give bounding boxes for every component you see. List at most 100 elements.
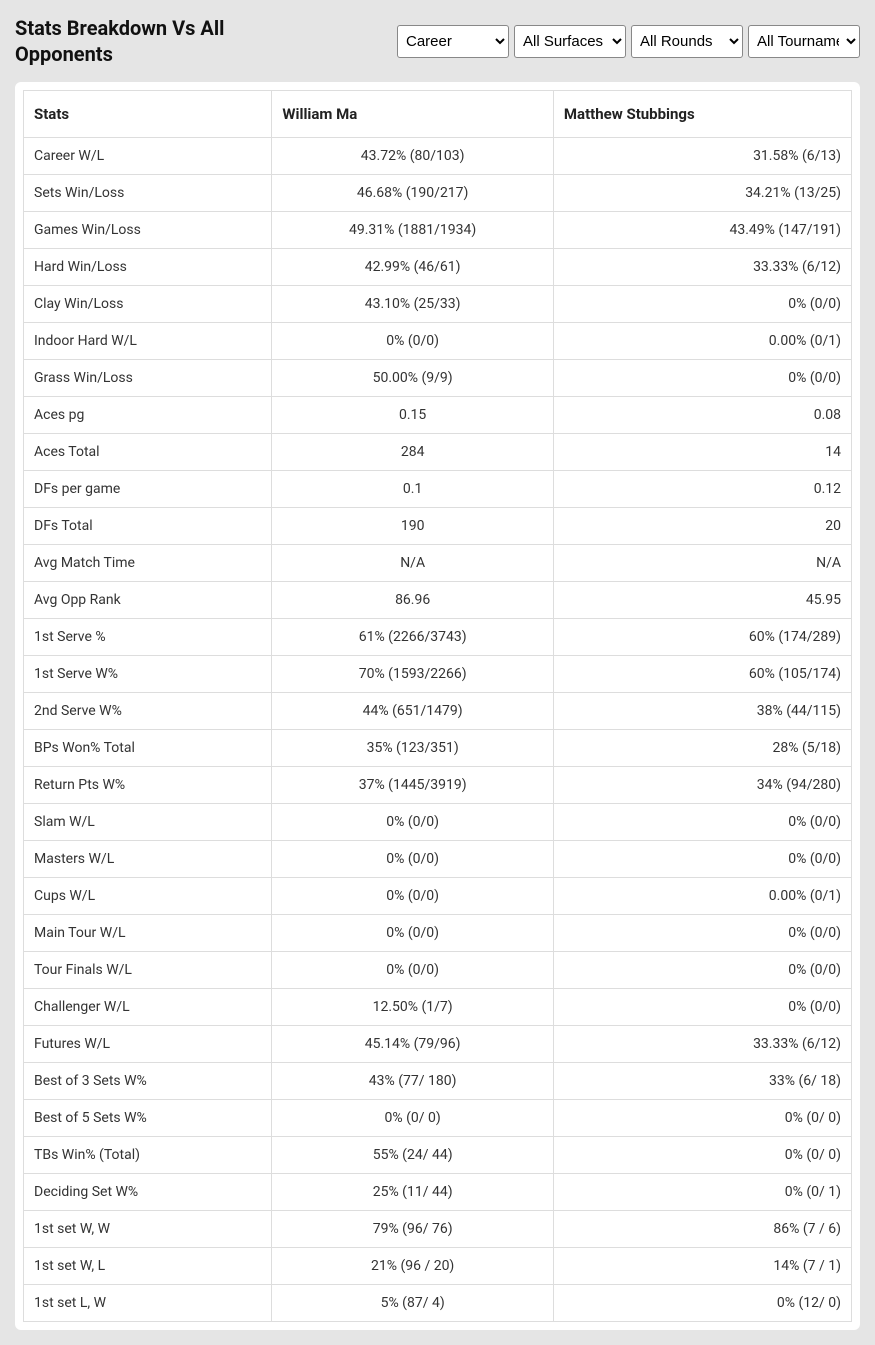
player2-value: 34% (94/280) — [553, 767, 851, 804]
stat-label: BPs Won% Total — [24, 730, 272, 767]
stat-label: Hard Win/Loss — [24, 249, 272, 286]
table-row: 1st Serve W%70% (1593/2266)60% (105/174) — [24, 656, 852, 693]
stat-label: Masters W/L — [24, 841, 272, 878]
filter-group: Career All Surfaces All Rounds All Tourn… — [397, 25, 860, 58]
table-row: 2nd Serve W%44% (651/1479)38% (44/115) — [24, 693, 852, 730]
stat-label: 1st set W, W — [24, 1211, 272, 1248]
surface-filter[interactable]: All Surfaces — [514, 25, 626, 58]
table-row: Main Tour W/L0% (0/0)0% (0/0) — [24, 915, 852, 952]
page-title: Stats Breakdown Vs All Opponents — [15, 15, 295, 67]
rounds-filter[interactable]: All Rounds — [631, 25, 743, 58]
table-row: 1st set W, W79% (96/ 76)86% (7 / 6) — [24, 1211, 852, 1248]
player2-value: 0% (0/0) — [553, 915, 851, 952]
stat-label: Avg Match Time — [24, 545, 272, 582]
table-row: Hard Win/Loss42.99% (46/61)33.33% (6/12) — [24, 249, 852, 286]
column-header-player1: William Ma — [272, 91, 554, 138]
player2-value: 0% (0/0) — [553, 286, 851, 323]
player1-value: 25% (11/ 44) — [272, 1174, 554, 1211]
stat-label: Sets Win/Loss — [24, 175, 272, 212]
player2-value: 86% (7 / 6) — [553, 1211, 851, 1248]
player2-value: 43.49% (147/191) — [553, 212, 851, 249]
table-row: Clay Win/Loss43.10% (25/33)0% (0/0) — [24, 286, 852, 323]
player1-value: 46.68% (190/217) — [272, 175, 554, 212]
player1-value: 0.15 — [272, 397, 554, 434]
table-row: Aces pg0.150.08 — [24, 397, 852, 434]
stat-label: Futures W/L — [24, 1026, 272, 1063]
player1-value: 284 — [272, 434, 554, 471]
table-row: Avg Opp Rank86.9645.95 — [24, 582, 852, 619]
player1-value: 37% (1445/3919) — [272, 767, 554, 804]
table-row: TBs Win% (Total)55% (24/ 44)0% (0/ 0) — [24, 1137, 852, 1174]
player1-value: 12.50% (1/7) — [272, 989, 554, 1026]
player2-value: 0% (0/0) — [553, 841, 851, 878]
player1-value: 0% (0/0) — [272, 841, 554, 878]
stat-label: Career W/L — [24, 138, 272, 175]
player2-value: 28% (5/18) — [553, 730, 851, 767]
player2-value: 0.00% (0/1) — [553, 878, 851, 915]
table-row: Tour Finals W/L0% (0/0)0% (0/0) — [24, 952, 852, 989]
tournaments-filter[interactable]: All Tournaments — [748, 25, 860, 58]
player1-value: 44% (651/1479) — [272, 693, 554, 730]
player2-value: 33.33% (6/12) — [553, 1026, 851, 1063]
player1-value: 0% (0/0) — [272, 878, 554, 915]
stat-label: Tour Finals W/L — [24, 952, 272, 989]
stat-label: Main Tour W/L — [24, 915, 272, 952]
table-row: Challenger W/L12.50% (1/7)0% (0/0) — [24, 989, 852, 1026]
stat-label: 2nd Serve W% — [24, 693, 272, 730]
table-row: Aces Total28414 — [24, 434, 852, 471]
table-row: DFs Total19020 — [24, 508, 852, 545]
player2-value: 14% (7 / 1) — [553, 1248, 851, 1285]
table-row: Games Win/Loss49.31% (1881/1934)43.49% (… — [24, 212, 852, 249]
stat-label: Slam W/L — [24, 804, 272, 841]
column-header-stats: Stats — [24, 91, 272, 138]
player2-value: 0.12 — [553, 471, 851, 508]
player1-value: 21% (96 / 20) — [272, 1248, 554, 1285]
table-row: Grass Win/Loss50.00% (9/9)0% (0/0) — [24, 360, 852, 397]
player1-value: 0% (0/ 0) — [272, 1100, 554, 1137]
table-row: 1st set W, L21% (96 / 20)14% (7 / 1) — [24, 1248, 852, 1285]
stat-label: Cups W/L — [24, 878, 272, 915]
player1-value: 5% (87/ 4) — [272, 1285, 554, 1322]
stats-table: Stats William Ma Matthew Stubbings Caree… — [23, 90, 852, 1322]
stat-label: 1st set L, W — [24, 1285, 272, 1322]
player2-value: N/A — [553, 545, 851, 582]
page-header: Stats Breakdown Vs All Opponents Career … — [0, 0, 875, 82]
period-filter[interactable]: Career — [397, 25, 509, 58]
player1-value: 43.10% (25/33) — [272, 286, 554, 323]
stat-label: 1st Serve W% — [24, 656, 272, 693]
player2-value: 0% (0/ 0) — [553, 1100, 851, 1137]
player2-value: 0% (12/ 0) — [553, 1285, 851, 1322]
table-row: Cups W/L0% (0/0)0.00% (0/1) — [24, 878, 852, 915]
stat-label: DFs per game — [24, 471, 272, 508]
player1-value: 35% (123/351) — [272, 730, 554, 767]
table-row: Masters W/L0% (0/0)0% (0/0) — [24, 841, 852, 878]
stat-label: TBs Win% (Total) — [24, 1137, 272, 1174]
table-row: Deciding Set W%25% (11/ 44)0% (0/ 1) — [24, 1174, 852, 1211]
player2-value: 0% (0/ 1) — [553, 1174, 851, 1211]
stat-label: Return Pts W% — [24, 767, 272, 804]
player1-value: 49.31% (1881/1934) — [272, 212, 554, 249]
stat-label: Challenger W/L — [24, 989, 272, 1026]
player1-value: N/A — [272, 545, 554, 582]
table-row: Best of 5 Sets W%0% (0/ 0)0% (0/ 0) — [24, 1100, 852, 1137]
player2-value: 34.21% (13/25) — [553, 175, 851, 212]
stat-label: Clay Win/Loss — [24, 286, 272, 323]
player2-value: 33% (6/ 18) — [553, 1063, 851, 1100]
player1-value: 0.1 — [272, 471, 554, 508]
table-row: 1st set L, W5% (87/ 4)0% (12/ 0) — [24, 1285, 852, 1322]
table-row: Return Pts W%37% (1445/3919)34% (94/280) — [24, 767, 852, 804]
stat-label: Grass Win/Loss — [24, 360, 272, 397]
table-row: Best of 3 Sets W%43% (77/ 180)33% (6/ 18… — [24, 1063, 852, 1100]
stat-label: Best of 5 Sets W% — [24, 1100, 272, 1137]
table-row: Futures W/L45.14% (79/96)33.33% (6/12) — [24, 1026, 852, 1063]
player2-value: 20 — [553, 508, 851, 545]
stat-label: Indoor Hard W/L — [24, 323, 272, 360]
player1-value: 43.72% (80/103) — [272, 138, 554, 175]
player2-value: 45.95 — [553, 582, 851, 619]
player1-value: 55% (24/ 44) — [272, 1137, 554, 1174]
column-header-player2: Matthew Stubbings — [553, 91, 851, 138]
player2-value: 33.33% (6/12) — [553, 249, 851, 286]
stats-table-container: Stats William Ma Matthew Stubbings Caree… — [15, 82, 860, 1330]
player2-value: 0% (0/ 0) — [553, 1137, 851, 1174]
player1-value: 0% (0/0) — [272, 952, 554, 989]
